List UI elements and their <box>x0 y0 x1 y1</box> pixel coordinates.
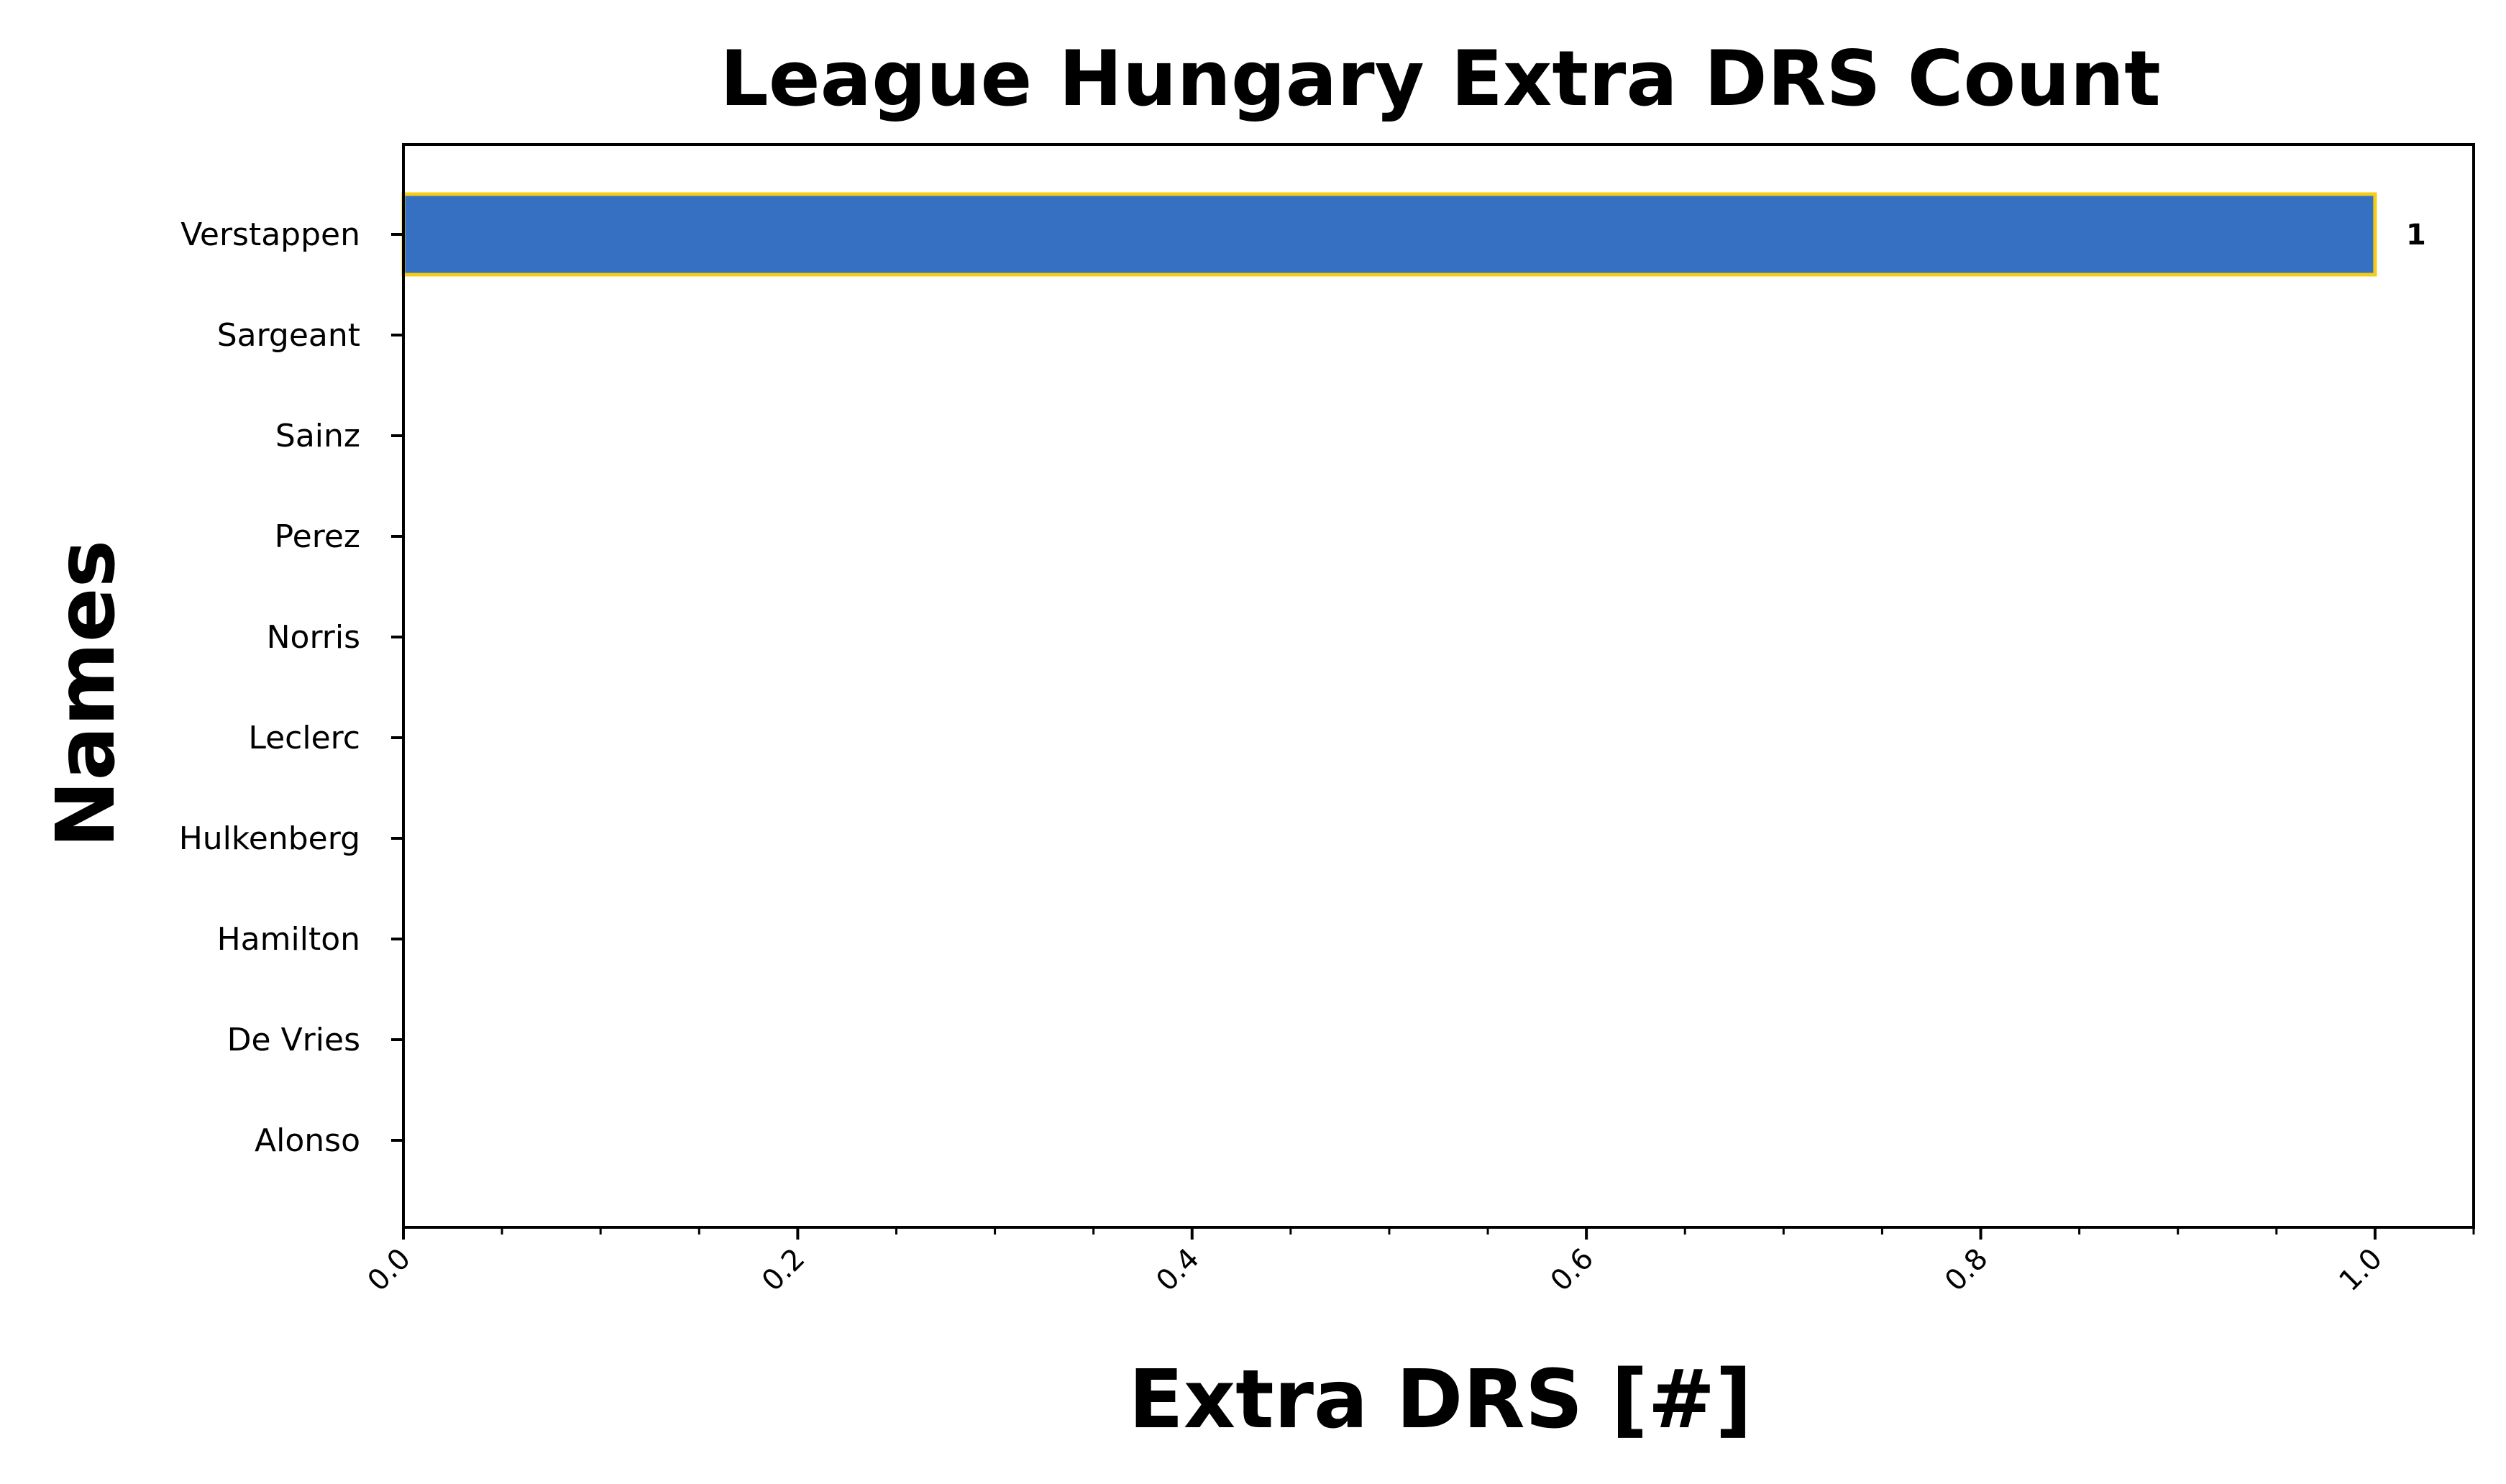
plot-area-frame <box>402 143 2475 1229</box>
y-tick-label: Hamilton <box>217 921 360 958</box>
y-axis-label: Names <box>40 540 133 848</box>
y-tick-label: Alonso <box>255 1122 360 1159</box>
x-tick-label: 1.0 <box>2333 1242 2389 1298</box>
x-tick-label: 0.6 <box>1545 1242 1601 1298</box>
bar-verstappen <box>401 192 2377 277</box>
chart-title: League Hungary Extra DRS Count <box>720 35 2161 123</box>
y-tick-label: Sainz <box>275 418 360 454</box>
y-tick-label: Hulkenberg <box>179 820 360 857</box>
y-tick-label: De Vries <box>227 1022 360 1058</box>
x-tick-label: 0.8 <box>1939 1242 1995 1298</box>
bars-group: 1 <box>401 192 2426 277</box>
data-label: 1 <box>2406 219 2426 252</box>
y-tick-label: Verstappen <box>180 216 360 253</box>
x-tick-label: 0.4 <box>1150 1242 1206 1298</box>
y-tick-label: Sargeant <box>217 317 360 354</box>
y-tick-label: Leclerc <box>248 720 360 756</box>
x-axis-label: Extra DRS [#] <box>1128 1353 1752 1447</box>
x-axis-ticks: 0.0 0.2 0.4 0.6 0.8 1.0 <box>362 1227 2475 1298</box>
y-tick-label: Norris <box>267 619 360 656</box>
x-tick-label: 0.2 <box>756 1242 812 1298</box>
y-axis-ticks: Verstappen Sargeant Sainz Perez Norris Lecler… <box>179 216 403 1159</box>
y-tick-label: Perez <box>275 518 360 555</box>
x-tick-label: 0.0 <box>362 1242 418 1298</box>
